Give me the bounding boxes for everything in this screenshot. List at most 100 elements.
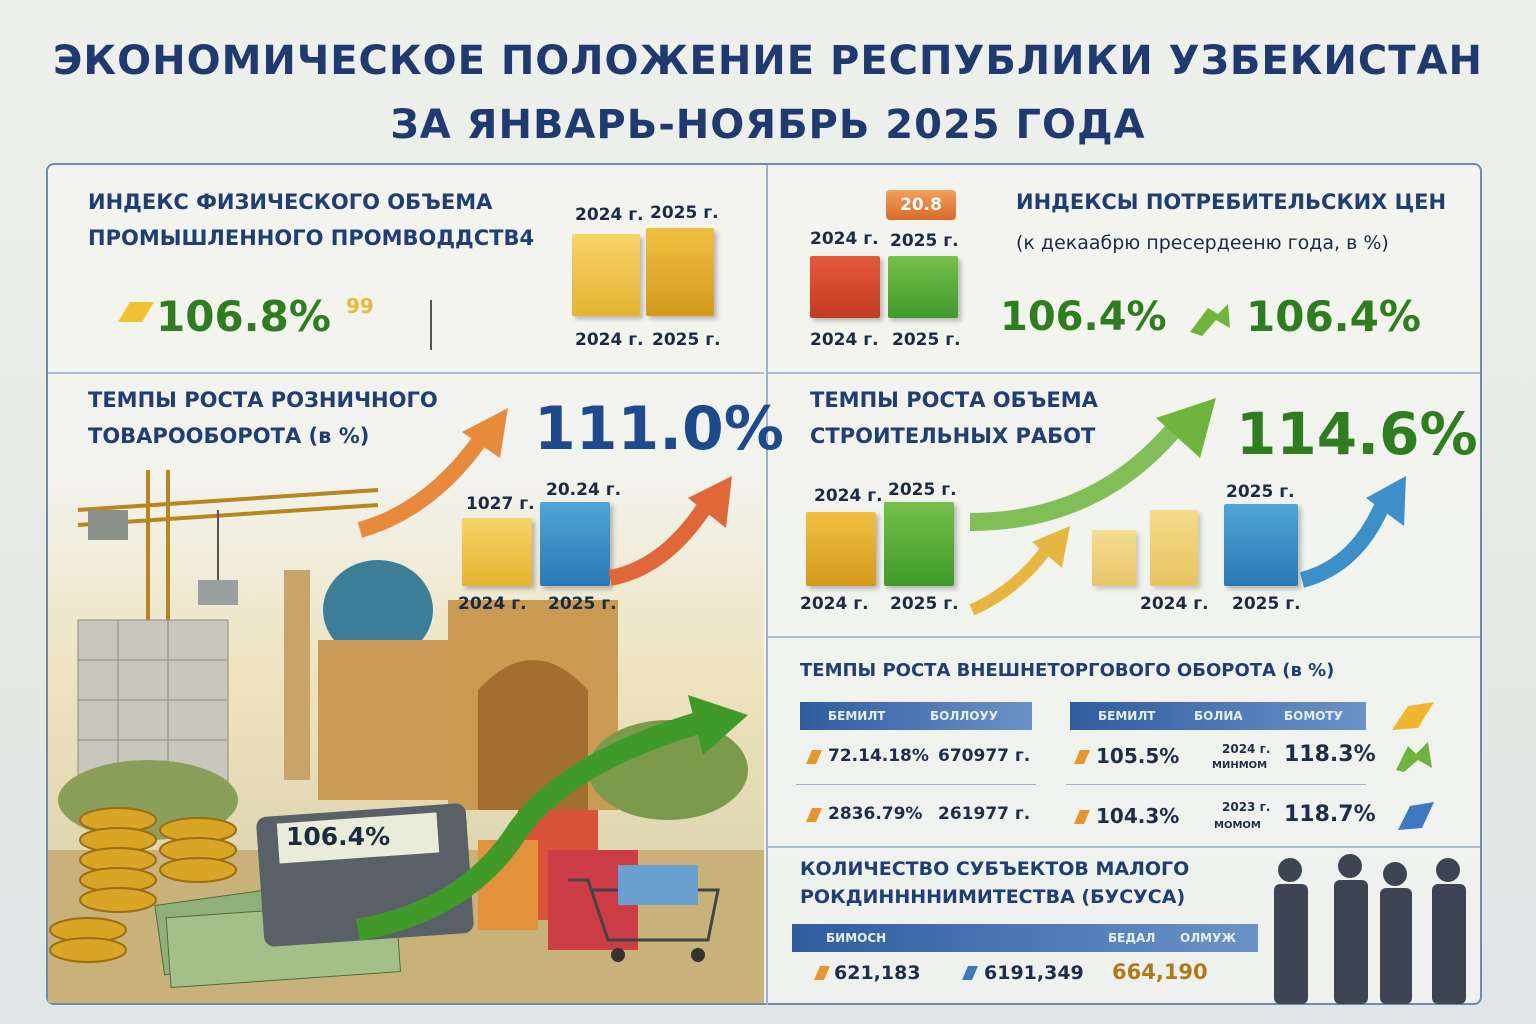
- left-row2-b: 261977 г.: [938, 804, 1031, 824]
- construction-block-1: [1092, 530, 1136, 586]
- left-row2-a: 2836.79%: [828, 804, 923, 824]
- construction-bar-2025-b: [1224, 504, 1298, 586]
- construction-block-2: [1150, 510, 1198, 586]
- cpi-badge: 20.8: [886, 190, 956, 220]
- page-title-line2: ЗА ЯНВАРЬ-НОЯБРЬ 2025 ГОДА: [390, 102, 1146, 148]
- construction-year-top-b: 2025 г.: [888, 480, 957, 500]
- city-scene-icon: [48, 470, 764, 1003]
- industry-year-top-a: 2024 г.: [575, 205, 644, 225]
- retail-title-line2: ТОВАРООБОРОТА (в %): [88, 424, 370, 448]
- right-row1-b: 118.3%: [1284, 742, 1376, 767]
- right-row2-year: 2023 г.: [1222, 800, 1271, 814]
- right-row1-sub: МИНМОМ: [1212, 760, 1268, 771]
- construction-title-line2: СТРОИТЕЛЬНЫХ РАБОТ: [810, 424, 1096, 448]
- industry-title-line1: ИНДЕКС ФИЗИЧЕСКОГО ОБЪЕМА: [88, 190, 493, 214]
- retail-arrow-2-icon: [608, 476, 732, 586]
- divider-left-1: [48, 372, 764, 374]
- industry-bar-2024: [572, 234, 640, 316]
- right-row2-icon: [1074, 810, 1090, 824]
- cpi-bar-2025: [888, 256, 958, 318]
- sb-value2-icon: [962, 966, 978, 980]
- cpi-year-top-a: 2024 г.: [810, 229, 879, 249]
- construction-year-top-c: 2025 г.: [1226, 482, 1295, 502]
- foreign-trade-left-header: БЕМИЛТ БОЛЛОУУ: [800, 702, 1032, 730]
- sb-value-3: 664,190: [1112, 960, 1208, 984]
- left-row1-b: 670977 г.: [938, 746, 1031, 766]
- left-head-col1: БЕМИЛТ: [828, 709, 886, 723]
- retail-value: 111.0%: [534, 394, 784, 464]
- construction-year-bottom-a: 2024 г.: [800, 594, 869, 614]
- sb-head-col1: БИМОСН: [826, 931, 887, 945]
- construction-year-top-a: 2024 г.: [814, 486, 883, 506]
- industry-bar-2025: [646, 228, 714, 316]
- page-title-line1: ЭКОНОМИЧЕСКОЕ ПОЛОЖЕНИЕ РЕСПУБЛИКИ УЗБЕК…: [53, 38, 1483, 84]
- retail-title-line1: ТЕМПЫ РОСТА РОЗНИЧНОГО: [88, 388, 438, 412]
- center-divider: [766, 165, 768, 1005]
- left-row1-icon: [806, 750, 822, 764]
- industry-value: 106.8%: [156, 292, 331, 341]
- sb-value-2: 6191,349: [984, 962, 1084, 984]
- right-row1-year: 2024 г.: [1222, 742, 1271, 756]
- construction-title-line1: ТЕМПЫ РОСТА ОБЪЕМА: [810, 388, 1098, 412]
- left-head-col2: БОЛЛОУУ: [930, 709, 998, 723]
- cpi-value-b: 106.4%: [1246, 292, 1421, 341]
- business-people-icon: [1274, 854, 1466, 1004]
- right-row1-icon: [1074, 750, 1090, 764]
- construction-year-bottom-c: 2024 г.: [1140, 594, 1209, 614]
- cpi-year-bottom-a: 2024 г.: [810, 330, 879, 350]
- foreign-trade-flag-icon: [1392, 702, 1434, 730]
- right-row1-a: 105.5%: [1096, 744, 1180, 768]
- foreign-trade-title: ТЕМПЫ РОСТА ВНЕШНЕТОРГОВОГО ОБОРОТА (в %…: [800, 660, 1335, 681]
- construction-year-bottom-d: 2025 г.: [1232, 594, 1301, 614]
- right-head-col2: БОЛИА: [1194, 709, 1243, 723]
- sb-value1-icon: [814, 966, 830, 980]
- cpi-year-bottom-b: 2025 г.: [892, 330, 961, 350]
- divider-right-3: [768, 846, 1480, 848]
- industry-year-bottom-b: 2025 г.: [652, 330, 721, 350]
- divider-right-2: [768, 636, 1480, 638]
- calculator-display: 106.4%: [286, 822, 391, 851]
- retail-year-top-a: 1027 г.: [466, 494, 535, 514]
- construction-bar-2024: [806, 512, 876, 586]
- retail-bar-2024: [462, 518, 532, 586]
- divider-right-1: [768, 372, 1480, 374]
- small-business-title-line1: КОЛИЧЕСТВО СУБЪЕКТОВ МАЛОГО: [800, 858, 1190, 880]
- industry-value-suffix: 99: [346, 294, 374, 318]
- retail-bar-2025: [540, 502, 610, 586]
- cpi-title-line1: ИНДЕКСЫ ПОТРЕБИТЕЛЬСКИХ ЦЕН: [1016, 190, 1447, 214]
- right-row2-a: 104.3%: [1096, 804, 1180, 828]
- cpi-year-top-b: 2025 г.: [890, 231, 959, 251]
- industry-year-top-b: 2025 г.: [650, 203, 719, 223]
- construction-blue-arrow-icon: [1299, 476, 1406, 588]
- small-business-header: БИМОСН БЕДАЛ ОЛМУЖ: [792, 924, 1258, 952]
- cpi-value-a: 106.4%: [1000, 294, 1167, 340]
- right-row2-flag-icon: [1398, 802, 1434, 830]
- foreign-trade-right-header: БЕМИЛТ БОЛИА БОМОТУ: [1070, 702, 1366, 730]
- construction-bar-2025: [884, 502, 954, 586]
- sb-head-col3: ОЛМУЖ: [1180, 931, 1237, 945]
- industry-flag-icon: [118, 302, 154, 322]
- industry-divider-tick: [430, 300, 432, 350]
- construction-value: 114.6%: [1236, 400, 1478, 468]
- industry-year-bottom-a: 2024 г.: [575, 330, 644, 350]
- retail-year-bottom-a: 2024 г.: [458, 594, 527, 614]
- sb-value-1: 621,183: [834, 962, 921, 984]
- construction-arrow-icon: [969, 398, 1216, 531]
- right-head-col3: БОМОТУ: [1284, 709, 1343, 723]
- left-row1-a: 72.14.18%: [828, 746, 929, 766]
- cpi-bar-2024: [810, 256, 880, 318]
- right-row1-arrow-icon: [1396, 742, 1432, 772]
- sb-head-col2: БЕДАЛ: [1108, 931, 1156, 945]
- cpi-title-line2: (к декаабрю пресердееню года, в %): [1016, 232, 1389, 254]
- left-row2-icon: [806, 808, 822, 822]
- retail-arrow-icon: [357, 408, 508, 538]
- right-head-col1: БЕМИЛТ: [1098, 709, 1156, 723]
- right-row-divider: [1066, 784, 1366, 785]
- cpi-arrow-icon: [1190, 304, 1230, 336]
- right-row2-sub: МОМОМ: [1214, 820, 1261, 831]
- left-row-divider: [796, 784, 1036, 785]
- industry-title-line2: ПРОМЫШЛЕННОГО ПРОМВОДДСТВ4: [88, 226, 535, 250]
- right-row2-b: 118.7%: [1284, 802, 1376, 827]
- retail-year-top-b: 20.24 г.: [546, 480, 622, 500]
- construction-small-arrow-icon: [969, 526, 1070, 616]
